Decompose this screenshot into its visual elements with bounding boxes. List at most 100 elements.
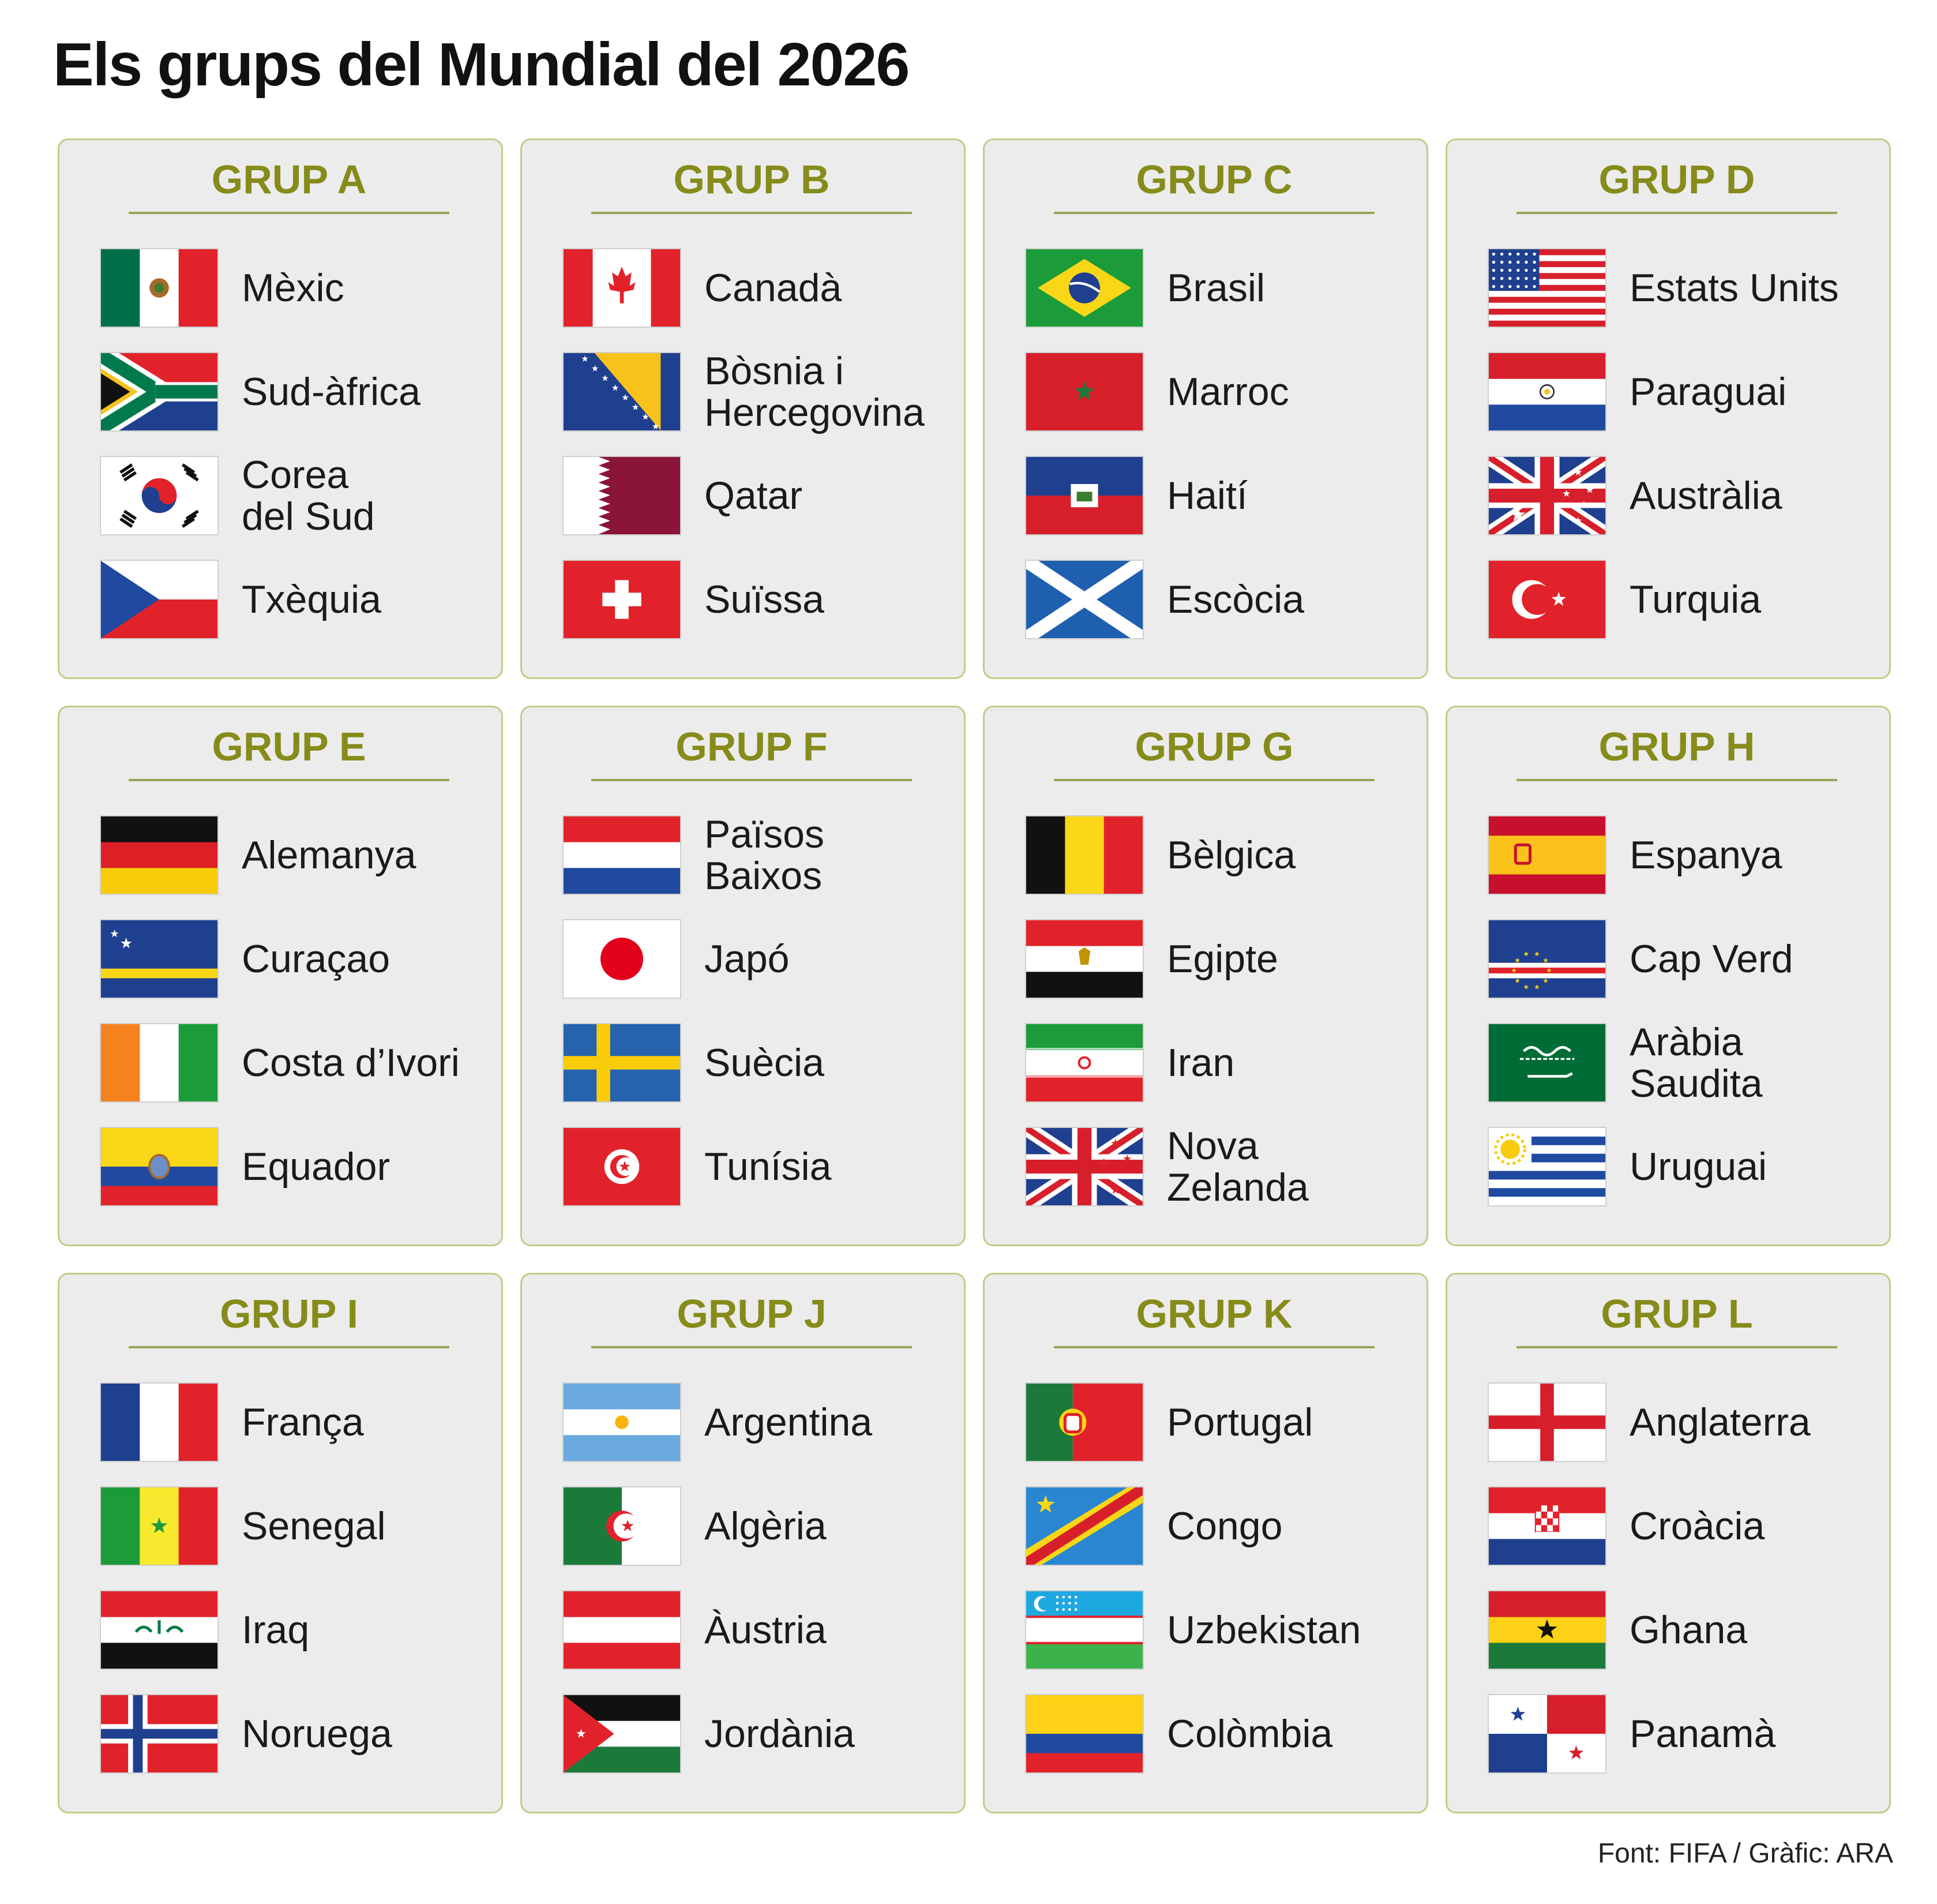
ghana-flag-icon bbox=[1488, 1590, 1606, 1670]
team-row: Egipte bbox=[1025, 919, 1421, 1023]
group-title: GRUP C bbox=[1054, 156, 1375, 214]
team-row: Congo bbox=[1025, 1486, 1421, 1590]
bosnia-flag-icon bbox=[562, 352, 681, 432]
team-list: Mèxic Sud-àfrica Corea del Sud Txèquia bbox=[100, 248, 495, 664]
team-name: Suïssa bbox=[704, 578, 824, 621]
team-row: Haití bbox=[1025, 456, 1421, 560]
team-name: Congo bbox=[1167, 1504, 1283, 1548]
colombia-flag-icon bbox=[1025, 1694, 1144, 1774]
jordan-flag-icon bbox=[562, 1694, 681, 1774]
team-name: Ghana bbox=[1630, 1608, 1748, 1652]
south-korea-flag-icon bbox=[100, 456, 219, 535]
team-row: Panamà bbox=[1488, 1694, 1883, 1798]
team-row: Cap Verd bbox=[1488, 919, 1883, 1023]
team-name: Costa d’Ivori bbox=[242, 1041, 460, 1085]
team-name: Qatar bbox=[704, 474, 803, 518]
team-row: Espanya bbox=[1488, 815, 1883, 919]
spain-flag-icon bbox=[1488, 815, 1606, 895]
team-name: Curaçao bbox=[242, 937, 391, 981]
england-flag-icon bbox=[1488, 1382, 1606, 1462]
team-name: Egipte bbox=[1167, 937, 1278, 981]
group-card: GRUP G Bèlgica Egipte Iran Nova Zelanda bbox=[983, 706, 1428, 1246]
team-row: Marroc bbox=[1025, 352, 1421, 456]
team-name: Anglaterra bbox=[1630, 1400, 1811, 1444]
argentina-flag-icon bbox=[562, 1382, 681, 1462]
team-name: Iran bbox=[1167, 1041, 1235, 1085]
team-row: Paraguai bbox=[1488, 352, 1883, 456]
team-name: Bòsnia i Hercegovina bbox=[704, 349, 925, 434]
team-name: Argentina bbox=[704, 1400, 873, 1444]
netherlands-flag-icon bbox=[562, 815, 681, 895]
team-name: Jordània bbox=[704, 1712, 855, 1756]
team-name: Equador bbox=[242, 1145, 391, 1189]
belgium-flag-icon bbox=[1025, 815, 1144, 895]
group-title: GRUP A bbox=[129, 156, 449, 214]
group-card: GRUP D Estats Units Paraguai Austràlia Turqu… bbox=[1446, 138, 1891, 679]
team-name: Portugal bbox=[1167, 1400, 1313, 1444]
team-row: Nova Zelanda bbox=[1025, 1125, 1421, 1231]
team-row: Estats Units bbox=[1488, 248, 1883, 352]
team-row: Costa d’Ivori bbox=[100, 1023, 495, 1127]
mexico-flag-icon bbox=[100, 248, 219, 328]
team-list: Anglaterra Croàcia Ghana Panamà bbox=[1488, 1382, 1883, 1798]
japan-flag-icon bbox=[562, 919, 681, 999]
team-name: Uruguai bbox=[1630, 1145, 1767, 1189]
morocco-flag-icon bbox=[1025, 352, 1144, 432]
germany-flag-icon bbox=[100, 815, 219, 895]
dr-congo-flag-icon bbox=[1025, 1486, 1144, 1566]
team-name: Croàcia bbox=[1630, 1504, 1765, 1548]
group-title: GRUP H bbox=[1516, 724, 1837, 781]
group-title: GRUP G bbox=[1054, 724, 1375, 781]
australia-flag-icon bbox=[1488, 456, 1606, 535]
team-list: Brasil Marroc Haití Escòcia bbox=[1025, 248, 1421, 664]
source-credit: Font: FIFA / Gràfic: ARA bbox=[1597, 1838, 1893, 1869]
team-row: Ghana bbox=[1488, 1590, 1883, 1694]
team-row: Senegal bbox=[100, 1486, 495, 1590]
iran-flag-icon bbox=[1025, 1023, 1144, 1103]
team-row: Mèxic bbox=[100, 248, 495, 352]
team-name: Iraq bbox=[242, 1608, 310, 1652]
new-zealand-flag-icon bbox=[1025, 1127, 1144, 1206]
senegal-flag-icon bbox=[100, 1486, 219, 1566]
group-title: GRUP E bbox=[129, 724, 449, 781]
team-row: Tunísia bbox=[562, 1127, 958, 1231]
norway-flag-icon bbox=[100, 1694, 219, 1774]
team-row: Argentina bbox=[562, 1382, 958, 1486]
uzbekistan-flag-icon bbox=[1025, 1590, 1144, 1670]
team-list: Estats Units Paraguai Austràlia Turquia bbox=[1488, 248, 1883, 664]
groups-grid: GRUP A Mèxic Sud-àfrica Corea del Sud Txèquia… bbox=[58, 138, 1892, 1813]
panama-flag-icon bbox=[1488, 1694, 1606, 1774]
team-row: Suècia bbox=[562, 1023, 958, 1127]
team-row: Àustria bbox=[562, 1590, 958, 1694]
team-name: Noruega bbox=[242, 1712, 392, 1756]
team-list: Canadà Bòsnia i Hercegovina Qatar Suïssa bbox=[562, 248, 958, 664]
group-card: GRUP C Brasil Marroc Haití Escòcia bbox=[983, 138, 1428, 679]
team-name: Mèxic bbox=[242, 266, 344, 310]
team-row: Txèquia bbox=[100, 560, 495, 664]
group-card: GRUP B Canadà Bòsnia i Hercegovina Qatar Suïs… bbox=[520, 138, 966, 679]
group-card: GRUP J Argentina Algèria Àustria Jordània bbox=[520, 1273, 966, 1813]
team-name: Panamà bbox=[1630, 1712, 1776, 1756]
curacao-flag-icon bbox=[100, 919, 219, 999]
team-row: Equador bbox=[100, 1127, 495, 1231]
qatar-flag-icon bbox=[562, 456, 681, 535]
team-row: Brasil bbox=[1025, 248, 1421, 352]
group-card: GRUP L Anglaterra Croàcia Ghana Panamà bbox=[1446, 1273, 1891, 1813]
group-card: GRUP E Alemanya Curaçao Costa d’Ivori Equado… bbox=[58, 706, 503, 1246]
team-row: Escòcia bbox=[1025, 560, 1421, 664]
team-row: Japó bbox=[562, 919, 958, 1023]
team-row: Uruguai bbox=[1488, 1127, 1883, 1231]
team-name: Cap Verd bbox=[1630, 937, 1793, 981]
team-row: Portugal bbox=[1025, 1382, 1421, 1486]
team-row: França bbox=[100, 1382, 495, 1486]
group-card: GRUP I França Senegal Iraq Noruega bbox=[58, 1273, 503, 1813]
brazil-flag-icon bbox=[1025, 248, 1144, 328]
team-name: Bèlgica bbox=[1167, 833, 1296, 877]
team-name: Canadà bbox=[704, 266, 842, 310]
team-row: Corea del Sud bbox=[100, 454, 495, 560]
ivory-coast-flag-icon bbox=[100, 1023, 219, 1103]
team-row: Anglaterra bbox=[1488, 1382, 1883, 1486]
team-row: Uzbekistan bbox=[1025, 1590, 1421, 1694]
team-name: Turquia bbox=[1630, 578, 1762, 621]
paraguay-flag-icon bbox=[1488, 352, 1606, 432]
